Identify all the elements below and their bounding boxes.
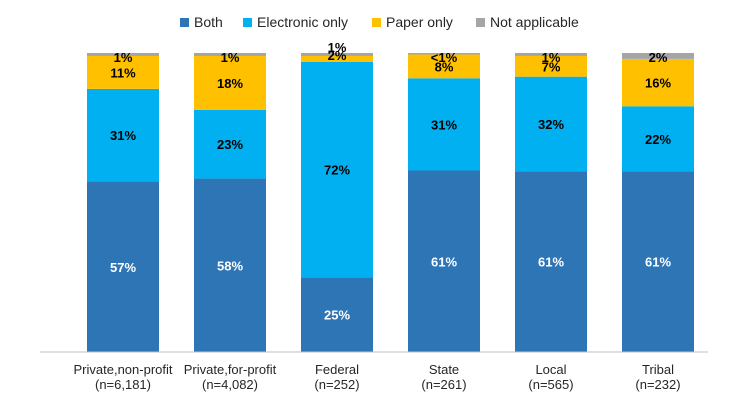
- bar-segment-4-3: [515, 53, 587, 56]
- bar-segment-0-3: [87, 53, 159, 56]
- x-tick-label-2-1: (n=252): [314, 377, 359, 392]
- bar-segment-4-1: [515, 76, 587, 172]
- bar-segment-5-2: [622, 58, 694, 107]
- bar-segment-3-1: [408, 78, 480, 171]
- data-label-2-0: 25%: [324, 308, 350, 323]
- data-label-0-3: 1%: [114, 50, 133, 65]
- x-tick-label-5-1: (n=232): [635, 377, 680, 392]
- legend-label-3: Not applicable: [490, 14, 579, 30]
- bar-segment-0-0: [87, 181, 159, 352]
- bar-segment-0-2: [87, 55, 159, 89]
- x-tick-label-4-0: Local: [535, 362, 566, 377]
- bar-segment-1-0: [194, 178, 266, 352]
- data-label-2-3: 1%: [328, 40, 347, 55]
- data-label-2-1: 72%: [324, 163, 350, 178]
- legend-label-1: Electronic only: [257, 14, 348, 30]
- legend-label-2: Paper only: [386, 14, 453, 30]
- data-label-1-3: 1%: [221, 50, 240, 65]
- bar-segment-3-2: [408, 54, 480, 79]
- bar-segment-2-0: [301, 277, 373, 352]
- legend-swatch-3: [476, 18, 485, 27]
- bar-segment-2-2: [301, 55, 373, 62]
- bar-segment-4-0: [515, 171, 587, 352]
- data-label-3-0: 61%: [431, 254, 457, 269]
- x-tick-label-0-1: (n=6,181): [95, 377, 151, 392]
- x-tick-label-4-1: (n=565): [528, 377, 573, 392]
- data-label-1-2: 18%: [217, 76, 243, 91]
- bars-group: [87, 53, 694, 352]
- legend-swatch-1: [243, 18, 252, 27]
- x-tick-label-1-0: Private,for-profit: [184, 362, 277, 377]
- bar-segment-0-1: [87, 88, 159, 182]
- data-label-3-2: 8%: [435, 59, 454, 74]
- data-label-5-2: 16%: [645, 76, 671, 91]
- legend-swatch-2: [372, 18, 381, 27]
- legend-label-0: Both: [194, 14, 223, 30]
- data-label-0-2: 11%: [110, 65, 136, 80]
- data-label-3-1: 31%: [431, 117, 457, 132]
- bar-segment-4-2: [515, 55, 587, 77]
- bar-segment-3-0: [408, 170, 480, 352]
- data-label-2-2: 2%: [328, 48, 347, 63]
- data-label-5-3: 2%: [649, 50, 668, 65]
- bar-segment-1-3: [194, 53, 266, 56]
- data-label-0-0: 57%: [110, 260, 136, 275]
- data-label-3-3: <1%: [431, 50, 458, 65]
- data-label-5-1: 22%: [645, 132, 671, 147]
- x-tick-label-3-0: State: [429, 362, 459, 377]
- data-label-0-1: 31%: [110, 128, 136, 143]
- data-label-1-0: 58%: [217, 258, 243, 273]
- bar-segment-5-1: [622, 106, 694, 172]
- legend: Both Electronic only Paper only Not applica…: [180, 14, 579, 30]
- data-label-1-1: 23%: [217, 137, 243, 152]
- bar-segment-5-3: [622, 53, 694, 59]
- data-label-4-1: 32%: [538, 117, 564, 132]
- data-label-5-0: 61%: [645, 255, 671, 270]
- bar-segment-2-3: [301, 53, 373, 56]
- bar-segment-1-2: [194, 55, 266, 110]
- x-tick-label-1-1: (n=4,082): [202, 377, 258, 392]
- bar-segment-3-3: [408, 53, 480, 55]
- data-labels-group: 57%31%11%1%58%23%18%1%25%72%2%1%61%31%8%…: [110, 40, 671, 323]
- legend-swatch-0: [180, 18, 189, 27]
- x-tick-label-5-0: Tribal: [642, 362, 674, 377]
- bar-segment-5-0: [622, 171, 694, 352]
- bar-segment-2-1: [301, 61, 373, 278]
- data-label-4-3: 1%: [542, 50, 561, 65]
- x-tick-label-2-0: Federal: [315, 362, 359, 377]
- data-label-4-2: 7%: [542, 59, 561, 74]
- data-label-4-0: 61%: [538, 255, 564, 270]
- x-tick-labels: Private,non-profit(n=6,181) Private,for-p…: [74, 362, 681, 392]
- bar-segment-1-1: [194, 109, 266, 179]
- x-tick-label-0-0: Private,non-profit: [74, 362, 173, 377]
- x-tick-label-3-1: (n=261): [421, 377, 466, 392]
